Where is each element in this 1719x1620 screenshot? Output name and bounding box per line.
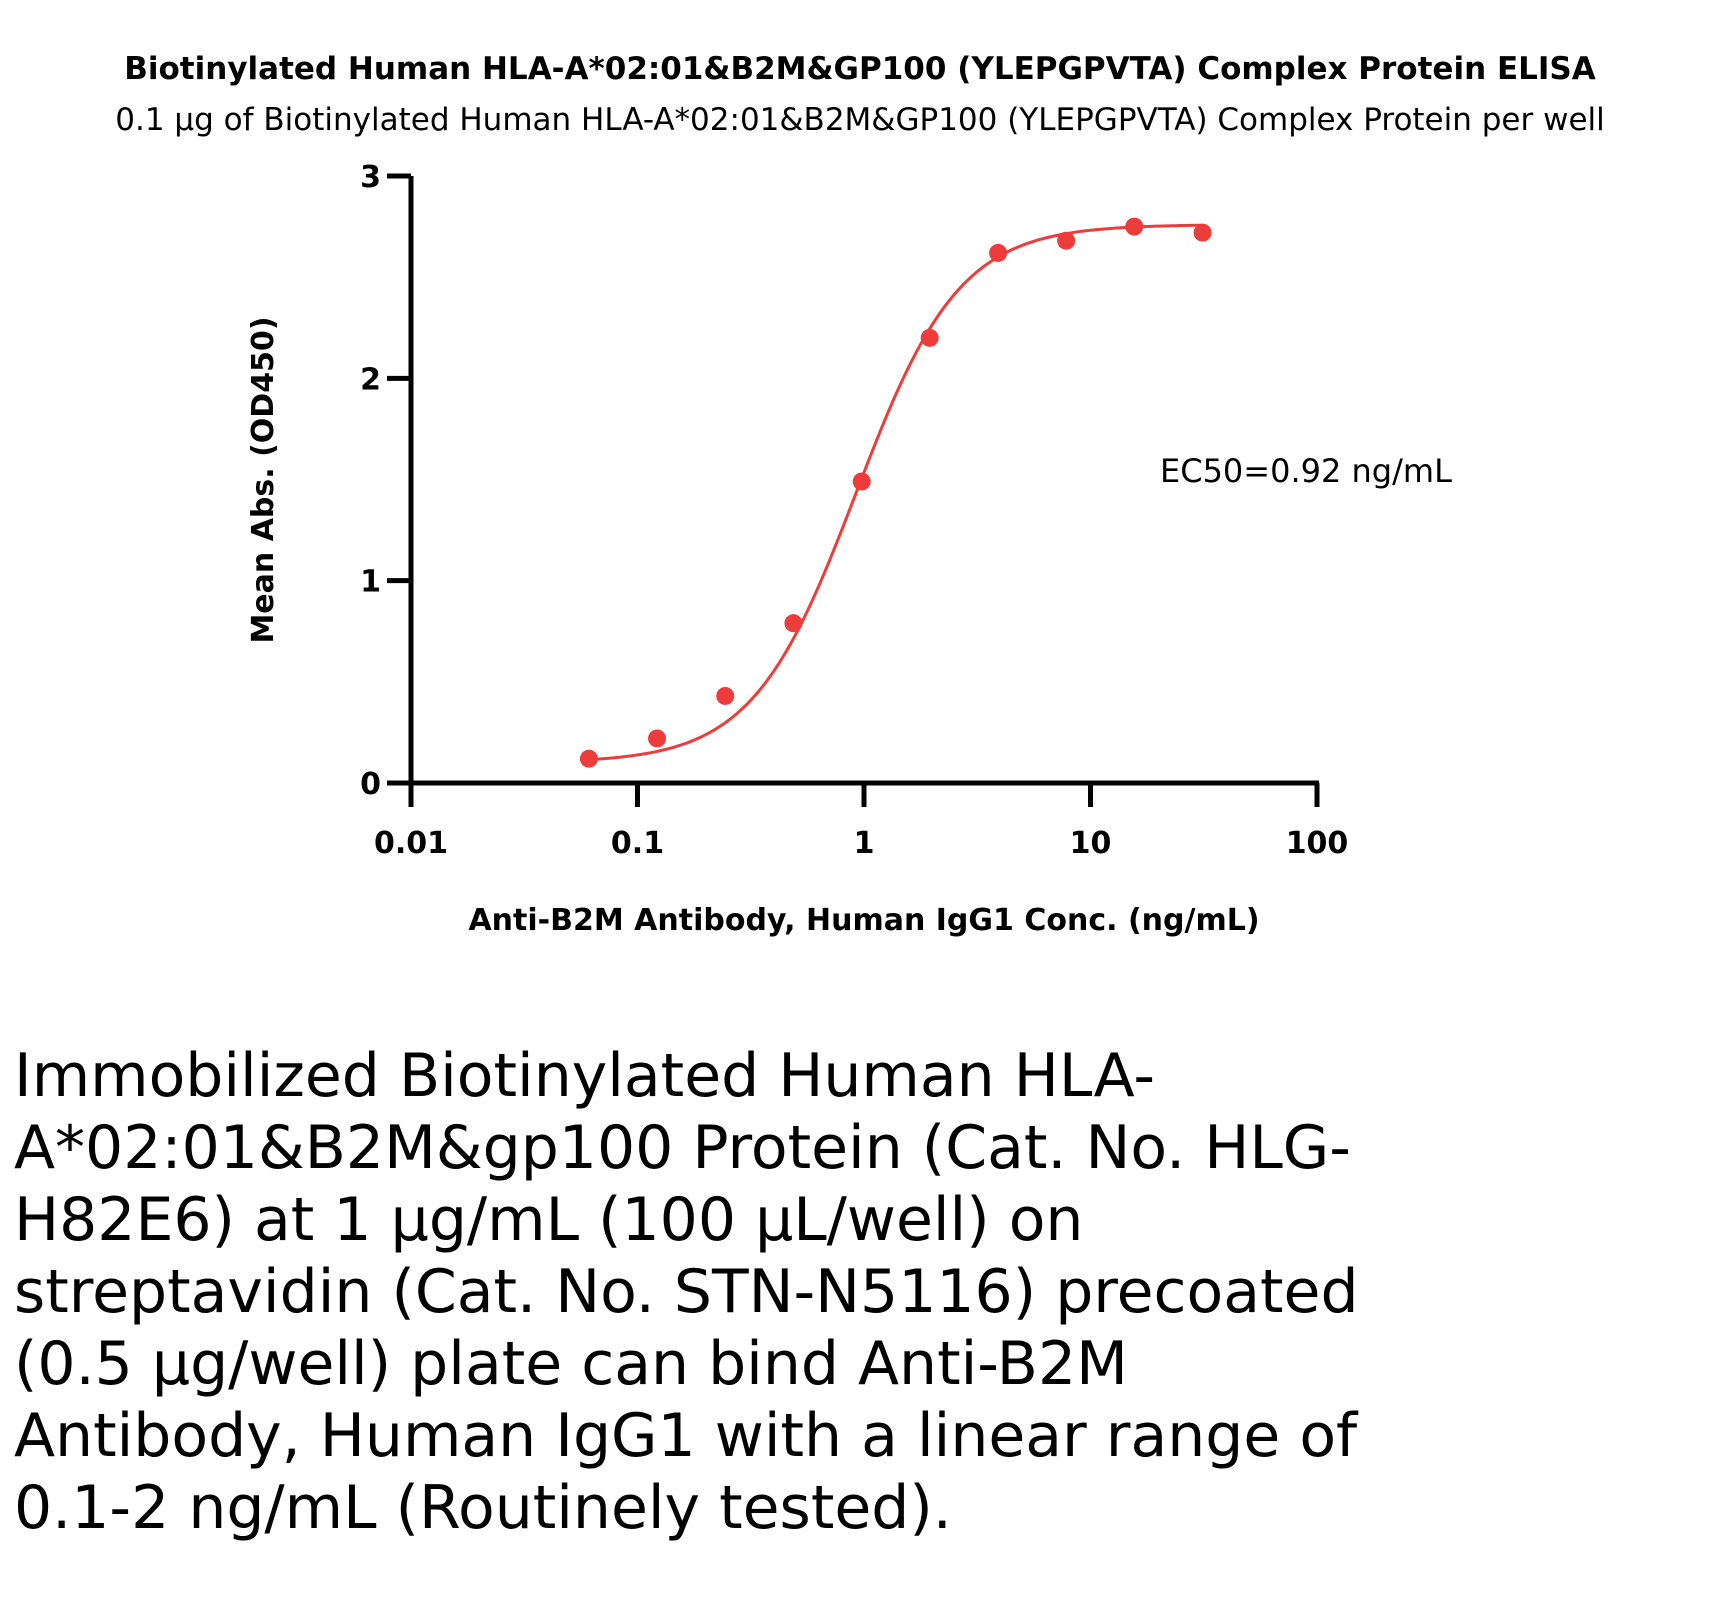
data-point [920,328,939,347]
figure-description: Immobilized Biotinylated Human HLA-A*02:… [14,1041,1359,1543]
y-tick-label: 3 [360,160,381,195]
y-ticks: 0 1 2 3 [360,160,411,802]
x-ticks: 0.01 0.1 1 10 100 [374,783,1348,861]
chart-subtitle: 0.1 µg of Biotinylated Human HLA-A*02:01… [115,102,1605,138]
x-tick-label: 1 [854,826,875,861]
x-axis-title: Anti-B2M Antibody, Human IgG1 Conc. (ng/… [468,903,1259,938]
data-point [648,729,667,748]
data-point [579,749,598,768]
data-point [989,243,1008,262]
y-tick-label: 2 [360,362,381,397]
ec50-annotation: EC50=0.92 ng/mL [1160,452,1452,490]
x-tick-label: 100 [1286,826,1349,861]
x-tick-label: 0.01 [374,826,448,861]
data-points [579,217,1212,768]
data-point [1057,231,1076,250]
y-tick-label: 1 [360,565,381,600]
data-point [1193,223,1212,242]
data-point [852,472,871,491]
chart-title: Biotinylated Human HLA-A*02:01&B2M&GP100… [124,51,1595,87]
data-point [784,614,803,633]
data-point [1125,217,1144,236]
fit-curve [588,223,1203,762]
x-tick-label: 0.1 [611,826,664,861]
data-point [716,686,735,705]
x-tick-label: 10 [1070,826,1112,861]
y-tick-label: 0 [360,767,381,802]
y-axis-title: Mean Abs. (OD450) [246,316,281,643]
